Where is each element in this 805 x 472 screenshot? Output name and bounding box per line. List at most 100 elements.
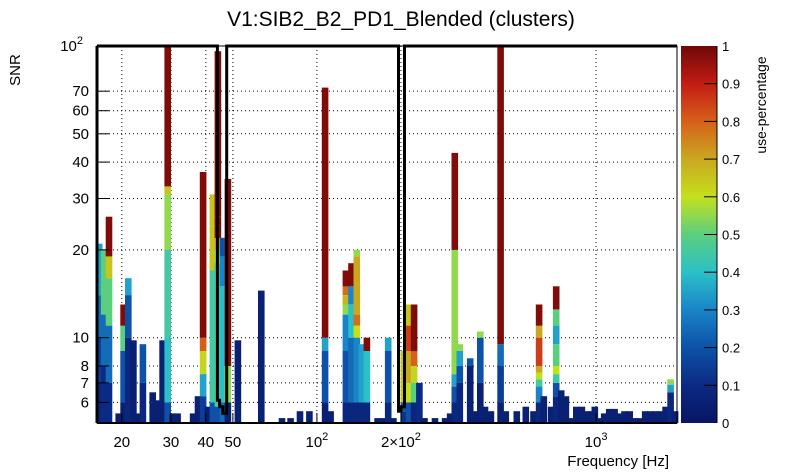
heatmap-cell bbox=[416, 382, 423, 423]
heatmap-cell bbox=[466, 366, 474, 423]
heatmap-cell bbox=[199, 374, 207, 397]
heatmap-cell bbox=[125, 295, 132, 338]
heatmap-cell bbox=[636, 418, 644, 423]
heatmap-cell bbox=[573, 406, 580, 423]
heatmap-cell bbox=[626, 411, 633, 423]
heatmap-cell bbox=[552, 366, 560, 375]
heatmap-cell bbox=[342, 286, 350, 295]
heatmap-cell bbox=[100, 366, 108, 423]
heatmap-cell bbox=[353, 256, 361, 315]
heatmap-cell bbox=[657, 411, 664, 423]
heatmap-cell bbox=[456, 344, 464, 351]
colorbar-tick-label: 0.9 bbox=[722, 77, 740, 92]
y-tick-label: 70 bbox=[72, 83, 89, 100]
heatmap-cell bbox=[374, 418, 381, 423]
x-tick-label: 40 bbox=[197, 434, 214, 451]
heatmap-cell bbox=[497, 344, 504, 366]
heatmap-cell bbox=[139, 344, 147, 383]
heatmap-cell bbox=[174, 413, 181, 423]
x-tick-label: 103 bbox=[585, 431, 608, 451]
heatmap-cell bbox=[209, 226, 217, 271]
heatmap-cell bbox=[342, 295, 350, 305]
heatmap-cell bbox=[353, 325, 361, 338]
heatmap-cell bbox=[568, 418, 576, 423]
heatmap-cell bbox=[410, 366, 418, 383]
heatmap-cell bbox=[139, 382, 147, 423]
heatmap-cell bbox=[306, 411, 313, 423]
chart-title: V1:SIB2_B2_PD1_Blended (clusters) bbox=[227, 8, 575, 31]
heatmap-cell bbox=[671, 411, 679, 423]
colorbar-label: use-percentage bbox=[753, 56, 769, 154]
colorbar-tick-label: 0.8 bbox=[722, 114, 740, 129]
x-tick-label: 50 bbox=[225, 434, 242, 451]
heatmap-cell bbox=[321, 402, 329, 423]
heatmap-cell bbox=[513, 411, 521, 423]
heatmap-cell bbox=[353, 402, 361, 423]
heatmap-cell bbox=[321, 87, 329, 338]
heatmap-cell bbox=[552, 396, 560, 423]
heatmap-cell bbox=[410, 351, 418, 366]
heatmap-cell bbox=[120, 402, 127, 423]
heatmap-cell bbox=[125, 337, 132, 423]
heatmap-cell bbox=[481, 406, 489, 423]
heatmap-cell bbox=[342, 304, 350, 315]
heatmap-cell bbox=[652, 411, 659, 423]
heatmap-cell bbox=[105, 256, 113, 279]
heatmap-cell bbox=[530, 411, 537, 423]
y-tick-label: 50 bbox=[72, 126, 89, 143]
heatmap-cell bbox=[487, 411, 495, 423]
heatmap-cell bbox=[363, 351, 371, 403]
heatmap-cell bbox=[95, 295, 103, 338]
heatmap-cell bbox=[477, 337, 484, 383]
heatmap-cell bbox=[164, 186, 171, 195]
heatmap-cell bbox=[562, 396, 570, 423]
x-axis-label: Frequency [Hz] bbox=[567, 453, 669, 470]
heatmap-cell bbox=[600, 413, 608, 423]
heatmap-cell bbox=[379, 418, 386, 423]
x-tick-label: 2×102 bbox=[381, 431, 421, 451]
heatmap-cell bbox=[667, 392, 674, 423]
heatmap-cell bbox=[477, 382, 484, 423]
heatmap-cell bbox=[431, 418, 439, 423]
heatmap-cell bbox=[199, 351, 207, 375]
heatmap-cell bbox=[363, 402, 371, 423]
heatmap-cell bbox=[540, 396, 548, 423]
heatmap-cell bbox=[552, 344, 560, 366]
heatmap-cell bbox=[348, 337, 355, 403]
heatmap-cell bbox=[342, 402, 350, 423]
heatmap-cell bbox=[125, 278, 132, 296]
y-axis-label: SNR bbox=[7, 54, 24, 86]
heatmap-cell bbox=[621, 411, 628, 423]
heatmap-cell bbox=[115, 413, 122, 423]
colorbar-tick-label: 0.4 bbox=[722, 265, 740, 280]
heatmap-cell bbox=[199, 172, 207, 338]
heatmap-cell bbox=[441, 418, 449, 423]
heatmap-cell bbox=[169, 413, 176, 423]
heatmap-cell bbox=[164, 194, 171, 250]
heatmap-cell bbox=[159, 340, 166, 423]
heatmap-cell bbox=[214, 406, 222, 423]
heatmap-cell bbox=[100, 314, 108, 366]
heatmap-cell bbox=[105, 278, 113, 326]
heatmap-cell bbox=[164, 46, 171, 187]
y-tick-label: 6 bbox=[81, 394, 89, 411]
heatmap-cell bbox=[384, 402, 392, 423]
heatmap-cell bbox=[522, 406, 530, 423]
heatmap-cell bbox=[497, 366, 504, 403]
y-tick-label: 30 bbox=[72, 191, 89, 208]
heatmap-cell bbox=[578, 406, 586, 423]
colorbar-tick-label: 0.6 bbox=[722, 190, 740, 205]
heatmap-cell bbox=[591, 406, 599, 423]
heatmap-cell bbox=[410, 304, 418, 352]
colorbar-tick-label: 0.1 bbox=[722, 378, 740, 393]
heatmap-cell bbox=[405, 351, 413, 383]
colorbar-tick-label: 1 bbox=[722, 39, 729, 54]
heatmap-cell bbox=[535, 379, 543, 387]
heatmap-cell bbox=[605, 408, 613, 423]
heatmap-cell bbox=[662, 406, 669, 423]
heatmap-cell bbox=[342, 270, 350, 287]
heatmap-cell bbox=[209, 402, 217, 423]
heatmap-cell bbox=[405, 402, 413, 423]
heatmap-cell bbox=[456, 382, 464, 423]
